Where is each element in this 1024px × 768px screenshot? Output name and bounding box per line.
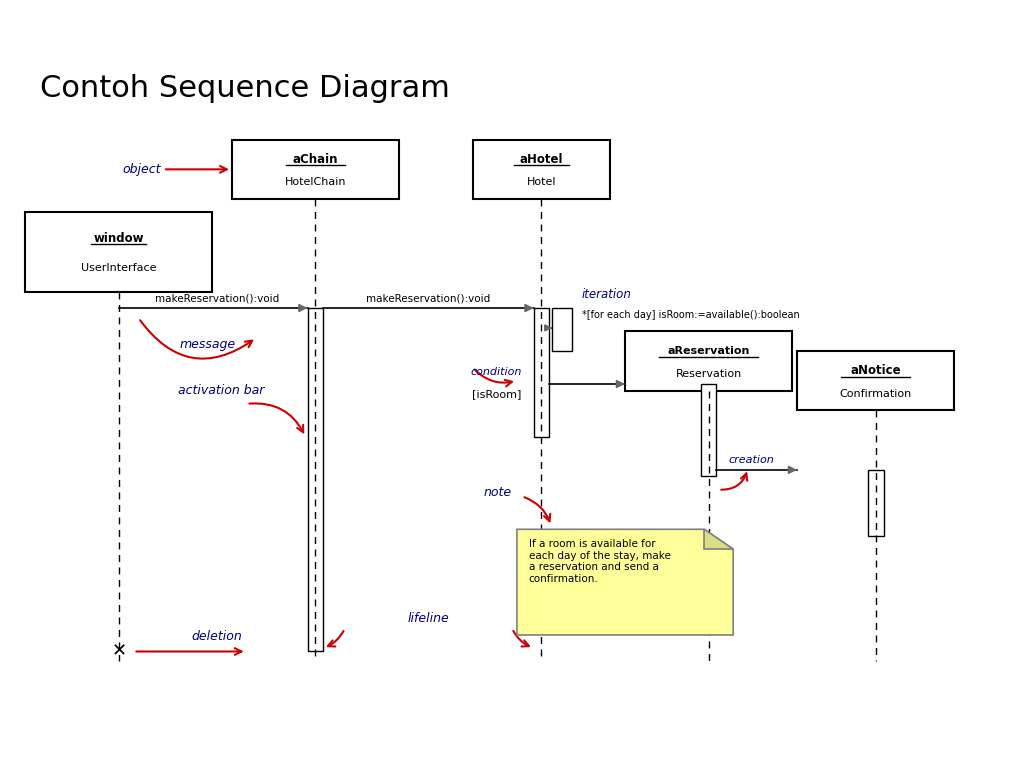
Text: aNotice: aNotice	[850, 364, 901, 377]
Text: ✕: ✕	[112, 643, 126, 660]
Text: HotelChain: HotelChain	[285, 177, 346, 187]
Polygon shape	[703, 529, 733, 549]
Bar	[797, 351, 954, 410]
Text: Contoh Sequence Diagram: Contoh Sequence Diagram	[40, 74, 450, 103]
Bar	[868, 470, 884, 536]
Text: activation bar: activation bar	[178, 384, 264, 397]
Text: condition: condition	[470, 367, 522, 377]
Text: deletion: deletion	[191, 630, 243, 643]
Bar	[700, 384, 717, 476]
Text: PEMODELAN SISTEM INFORMASI (IF017): PEMODELAN SISTEM INFORMASI (IF017)	[324, 734, 700, 752]
FancyArrowPatch shape	[513, 631, 529, 647]
Text: aChain: aChain	[293, 153, 338, 166]
Bar	[231, 140, 399, 199]
Bar	[625, 331, 793, 391]
Text: iteration: iteration	[582, 289, 632, 302]
Bar	[534, 308, 549, 437]
FancyArrowPatch shape	[140, 320, 252, 359]
Bar	[473, 140, 610, 199]
Text: HAL : 39: HAL : 39	[952, 734, 1024, 752]
Text: note: note	[484, 486, 512, 499]
FancyArrowPatch shape	[474, 369, 512, 386]
Text: lifeline: lifeline	[408, 612, 450, 625]
Text: Hotel: Hotel	[526, 177, 556, 187]
Text: aHotel: aHotel	[520, 153, 563, 166]
Text: object: object	[123, 163, 161, 176]
Text: creation: creation	[728, 455, 774, 465]
Text: Reservation: Reservation	[676, 369, 741, 379]
Text: message: message	[179, 338, 236, 351]
Bar	[26, 212, 212, 292]
Text: GASAL 2006/2007: GASAL 2006/2007	[82, 734, 248, 752]
Text: *[for each day] isRoom:=available():boolean: *[for each day] isRoom:=available():bool…	[582, 310, 800, 319]
Text: [isRoom]: [isRoom]	[472, 389, 522, 399]
Text: UserInterface: UserInterface	[81, 263, 157, 273]
Text: If a room is available for
each day of the stay, make
a reservation and send a
c: If a room is available for each day of t…	[528, 539, 671, 584]
FancyArrowPatch shape	[249, 403, 303, 432]
FancyArrowPatch shape	[328, 631, 344, 647]
Text: Confirmation: Confirmation	[840, 389, 911, 399]
FancyArrowPatch shape	[721, 473, 748, 490]
Polygon shape	[517, 529, 733, 635]
Text: aReservation: aReservation	[668, 346, 750, 356]
Bar	[307, 308, 324, 651]
Text: makeReservation():void: makeReservation():void	[367, 293, 490, 303]
Text: FAKULTAS TEKNOLOGI INFORMASI - UNIVERSITAS BUDI LUHUR: FAKULTAS TEKNOLOGI INFORMASI - UNIVERSIT…	[173, 15, 851, 35]
Text: window: window	[93, 232, 144, 245]
Bar	[552, 308, 572, 351]
FancyArrowPatch shape	[524, 497, 550, 521]
Text: makeReservation():void: makeReservation():void	[155, 293, 280, 303]
